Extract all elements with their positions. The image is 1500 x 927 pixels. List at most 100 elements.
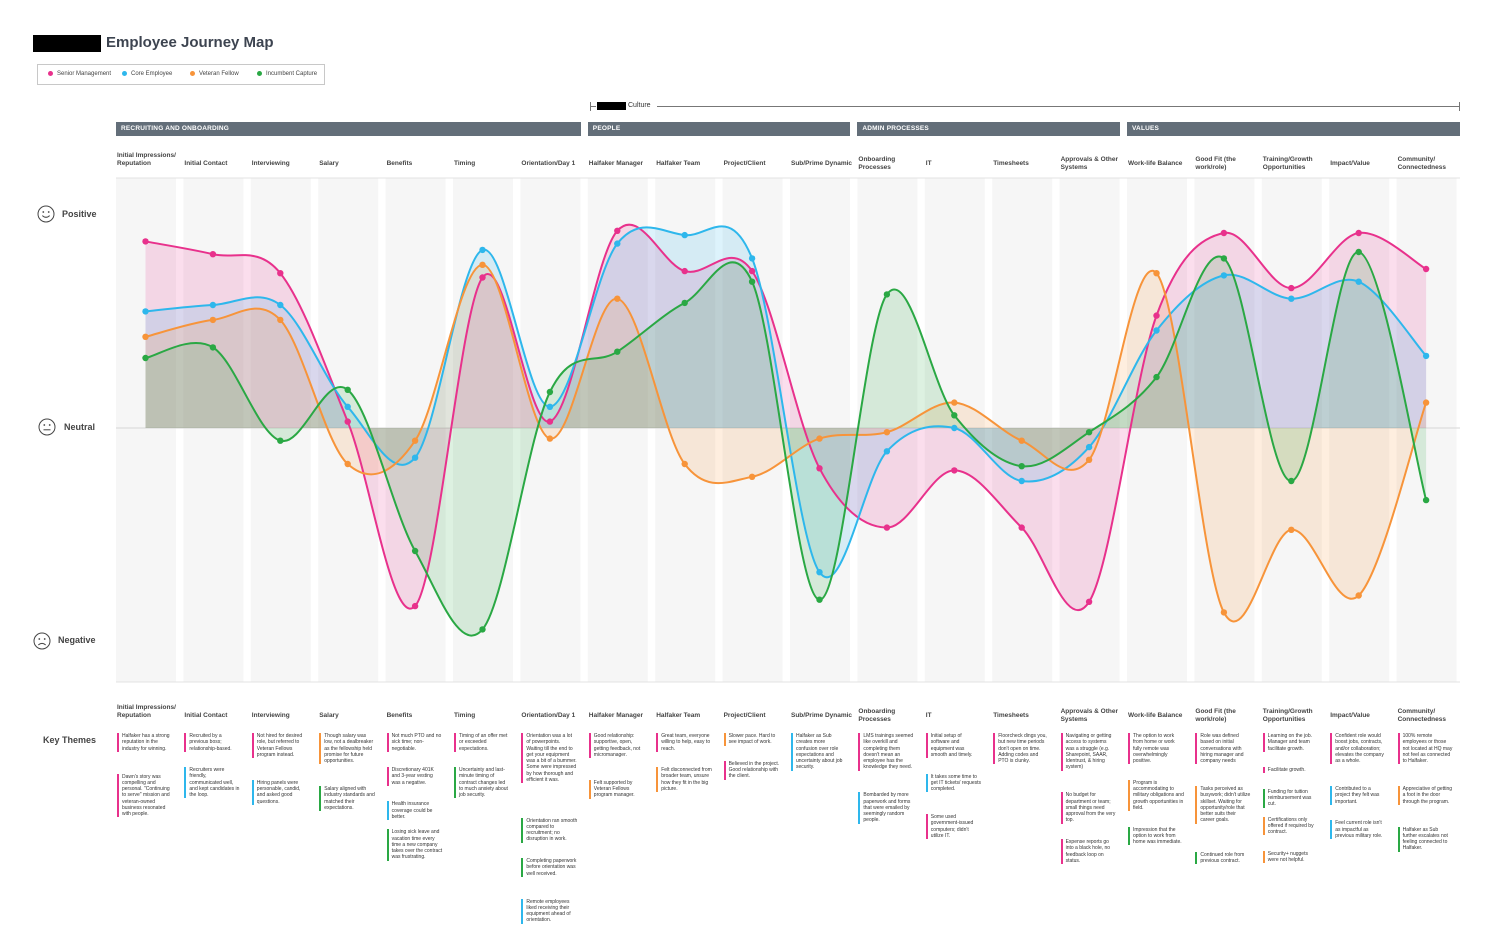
data-point-incumbent-capture	[411, 547, 419, 555]
data-point-senior-management	[1018, 524, 1025, 531]
theme-note: Completing paperwork before orientation …	[521, 858, 577, 877]
column-background	[385, 178, 446, 682]
data-point-core-employee	[1355, 278, 1362, 285]
theme-note: Contributed to a project they felt was i…	[1330, 786, 1386, 805]
data-point-veteran-fellow	[1355, 592, 1362, 599]
column-header: IT	[925, 160, 932, 167]
legend: Senior Management Core Employee Veteran …	[37, 64, 325, 85]
series-area-incumbent-capture	[145, 251, 1427, 636]
key-themes-label: Key Themes	[43, 735, 97, 745]
column-header-bottom: Impact/Value	[1330, 712, 1370, 719]
data-point-incumbent-capture	[546, 388, 554, 396]
theme-note: Some used government-issued computers; d…	[925, 814, 982, 839]
data-point-senior-management	[1153, 312, 1160, 319]
column-header: Sub/Prime Dynamic	[791, 160, 853, 167]
culture-bracket-line-right	[657, 106, 1459, 107]
column-header-bottom: Benefits	[386, 712, 413, 719]
column-background	[655, 178, 716, 682]
data-point-senior-management	[1355, 229, 1362, 237]
data-point-core-employee	[951, 424, 958, 432]
data-point-incumbent-capture	[1288, 477, 1295, 485]
smiley-face-icon	[37, 205, 55, 223]
theme-note: Bombarded by more paperwork and forms th…	[858, 792, 914, 824]
theme-note: Security+ nuggets were not helpful.	[1262, 850, 1319, 864]
culture-bracket-line-left	[590, 106, 596, 107]
data-point-senior-management	[1085, 598, 1093, 605]
column-header-bottom: Project/Client	[723, 712, 766, 719]
theme-note: Losing sick leave and vacation time ever…	[386, 829, 443, 861]
column-background	[520, 178, 581, 682]
theme-note: Funding for tuition reimbursement was cu…	[1262, 788, 1319, 808]
data-point-veteran-fellow	[681, 460, 688, 468]
data-point-senior-management	[1422, 265, 1430, 273]
data-point-incumbent-capture	[748, 278, 756, 285]
column-header-bottom: Initial Contact	[184, 712, 228, 719]
legend-item-veteran-fellow: Veteran Fellow	[190, 71, 239, 77]
column-header-bottom: Timing	[454, 712, 476, 719]
legend-dot-incumbent-capture	[257, 71, 262, 76]
theme-note: Recruited by a previous boss; relationsh…	[184, 733, 240, 752]
theme-note: Impression that the option to work from …	[1128, 826, 1184, 846]
data-point-veteran-fellow	[142, 333, 149, 340]
neutral-face-icon	[38, 418, 56, 436]
data-point-senior-management	[1220, 229, 1228, 237]
theme-note: It takes some time to get IT tickets/ re…	[925, 773, 982, 793]
theme-note: Continued role from previous contract.	[1195, 851, 1251, 865]
theme-note: Salary aligned with industry standards a…	[319, 786, 375, 812]
data-point-senior-management	[479, 274, 486, 281]
sad-face-icon	[33, 632, 51, 650]
series-line-veteran-fellow	[145, 263, 1428, 623]
data-point-senior-management	[681, 267, 688, 275]
column-header-bottom: Onboarding Processes	[858, 708, 896, 724]
column-header: Halfaker Team	[656, 160, 701, 167]
legend-dot-core-employee	[122, 71, 127, 76]
column-header-bottom: Halfaker Team	[656, 712, 701, 719]
culture-bracket-end	[1459, 102, 1460, 111]
theme-note: Recruiters were friendly, communicated w…	[184, 767, 240, 799]
data-point-veteran-fellow	[951, 399, 958, 406]
theme-note: Initial setup of software and equipment …	[925, 733, 982, 758]
column-background	[1396, 178, 1457, 682]
theme-note: Orientation ran smooth compared to recru…	[521, 817, 577, 843]
data-point-core-employee	[1288, 295, 1295, 302]
theme-note: Believed in the project. Good relationsh…	[723, 760, 780, 780]
data-point-incumbent-capture	[277, 437, 284, 444]
section-header: ADMIN PROCESSES	[857, 122, 1120, 136]
section-header: RECRUITING AND ONBOARDING	[116, 122, 581, 136]
negative-label: Negative	[58, 635, 96, 645]
data-point-incumbent-capture	[1018, 463, 1025, 470]
theme-note: Program is accommodating to military obl…	[1128, 779, 1184, 812]
data-point-senior-management	[748, 267, 756, 275]
data-point-senior-management	[614, 227, 621, 234]
theme-note: Role was defined based on initial conver…	[1195, 733, 1251, 765]
legend-dot-veteran-fellow	[190, 71, 195, 76]
data-point-incumbent-capture	[1220, 255, 1228, 262]
legend-label: Veteran Fellow	[199, 71, 239, 78]
column-header-bottom: Sub/Prime Dynamic	[791, 712, 853, 719]
data-point-core-employee	[1220, 272, 1228, 279]
legend-item-senior-management: Senior Management	[48, 71, 111, 77]
culture-label: Culture	[628, 102, 651, 109]
theme-note: Though salary was low, not a dealbreaker…	[319, 733, 375, 765]
theme-note: Halfaker as Sub further escalates not fe…	[1397, 826, 1454, 852]
theme-note: Felt supported by Veteran Fellows progra…	[588, 779, 645, 799]
positive-label: Positive	[62, 209, 97, 219]
column-header: Impact/Value	[1330, 160, 1370, 167]
data-point-incumbent-capture	[1422, 496, 1430, 504]
legend-dot-senior-management	[48, 71, 53, 76]
theme-note: Remote employees liked receiving their e…	[521, 898, 577, 924]
data-point-incumbent-capture	[816, 596, 823, 603]
column-background	[116, 178, 176, 682]
data-point-veteran-fellow	[1018, 437, 1025, 444]
data-point-veteran-fellow	[1220, 609, 1228, 616]
theme-note: LMS trainings seemed like overkill and c…	[858, 733, 914, 771]
column-header: Timesheets	[993, 160, 1029, 167]
column-background	[587, 178, 648, 682]
data-point-veteran-fellow	[344, 460, 351, 468]
theme-note: Hiring panels were personable, candid, a…	[251, 779, 308, 805]
theme-note: Feel current role isn't as impactful as …	[1330, 820, 1386, 840]
theme-note: Felt disconnected from broader team, uns…	[656, 767, 712, 793]
column-header: Initial Contact	[184, 160, 228, 167]
column-header-bottom: IT	[925, 712, 932, 719]
column-header: Good Fit (the work/role)	[1195, 156, 1236, 172]
